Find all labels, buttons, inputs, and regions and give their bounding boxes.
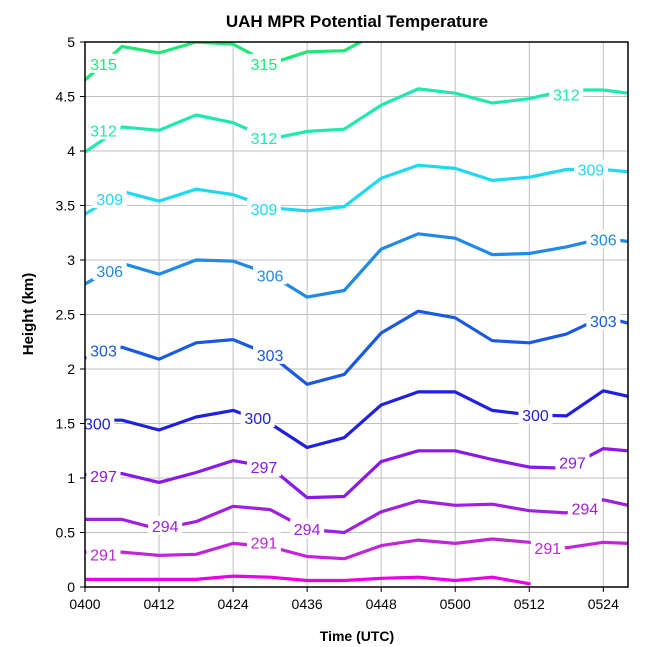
contour-label: 306 bbox=[257, 268, 284, 285]
contour-label-bg bbox=[555, 452, 590, 472]
contour-label-bg bbox=[246, 198, 281, 218]
contour-label: 303 bbox=[90, 343, 117, 360]
y-tick-label: 4 bbox=[67, 143, 75, 159]
y-tick-label: 1 bbox=[67, 470, 75, 486]
contour-label-bg bbox=[92, 260, 127, 280]
y-tick-label: 0.5 bbox=[56, 525, 76, 541]
contour-label-bg bbox=[586, 229, 621, 249]
x-tick-label: 0436 bbox=[292, 596, 323, 612]
contour-label: 291 bbox=[534, 541, 561, 558]
contour-label: 303 bbox=[257, 348, 284, 365]
series-line-309 bbox=[85, 163, 628, 216]
contour-label: 306 bbox=[96, 264, 123, 281]
y-tick-group: 0 0.5 1 1.5 2 2.5 3 3.5 4 4.5 5 bbox=[56, 34, 85, 595]
contour-label: 294 bbox=[571, 502, 598, 519]
contour-label-bg bbox=[240, 408, 275, 428]
contour-label: 291 bbox=[90, 547, 117, 564]
x-tick-label: 0512 bbox=[514, 596, 545, 612]
y-tick-label: 2.5 bbox=[56, 307, 76, 323]
contour-label: 309 bbox=[578, 163, 605, 180]
y-tick-label: 3 bbox=[67, 252, 75, 268]
y-tick-label: 2 bbox=[67, 361, 75, 377]
series-line-315 bbox=[85, 42, 365, 82]
contour-label-bg bbox=[148, 515, 183, 535]
contour-label: 300 bbox=[84, 417, 111, 434]
y-axis-label: Height (km) bbox=[20, 273, 37, 356]
y-tick-label: 0 bbox=[67, 579, 75, 595]
series-line-288 bbox=[85, 574, 531, 586]
contour-label-bg bbox=[80, 413, 115, 433]
x-tick-label: 0412 bbox=[143, 596, 174, 612]
contour-label-bg bbox=[253, 265, 288, 285]
y-tick-label: 1.5 bbox=[56, 416, 76, 432]
contour-label-bg bbox=[86, 544, 121, 564]
x-axis-label: Time (UTC) bbox=[320, 628, 394, 644]
series-group bbox=[85, 42, 628, 586]
contour-label: 312 bbox=[251, 131, 278, 148]
contour-label-bg bbox=[86, 340, 121, 360]
contour-label: 312 bbox=[90, 123, 117, 140]
series-line-312 bbox=[85, 87, 628, 154]
contour-label-bg bbox=[86, 53, 121, 73]
contour-label-bg bbox=[586, 311, 621, 331]
x-tick-label: 0448 bbox=[366, 596, 397, 612]
series-line-297 bbox=[85, 447, 628, 500]
contour-label-group: 291 291 291 294 294 294 297 297 297 300 300 300 303 3… bbox=[80, 53, 621, 564]
contour-label: 309 bbox=[251, 202, 278, 219]
x-tick-label: 0400 bbox=[69, 596, 100, 612]
contour-label-bg bbox=[573, 159, 608, 179]
contour-label: 294 bbox=[152, 519, 179, 536]
contour-label: 300 bbox=[522, 408, 549, 425]
x-tick-group: 0400 0412 0424 0436 0448 0500 0512 0524 bbox=[69, 587, 619, 612]
contour-label: 297 bbox=[90, 469, 117, 486]
contour-label: 315 bbox=[251, 57, 278, 74]
y-tick-label: 5 bbox=[67, 34, 75, 50]
contour-label-bg bbox=[549, 84, 584, 104]
contour-label-bg bbox=[246, 127, 281, 147]
contour-label: 315 bbox=[90, 57, 117, 74]
contour-label: 297 bbox=[559, 456, 586, 473]
contour-label-bg bbox=[246, 457, 281, 477]
grid bbox=[85, 42, 628, 587]
contour-label: 303 bbox=[590, 314, 617, 331]
contour-label: 297 bbox=[251, 460, 278, 477]
contour-label-bg bbox=[567, 498, 602, 518]
contour-label-bg bbox=[246, 53, 281, 73]
series-line-303 bbox=[85, 309, 628, 386]
contour-label: 291 bbox=[251, 535, 278, 552]
contour-label-bg bbox=[253, 344, 288, 364]
contour-label-bg bbox=[86, 465, 121, 485]
x-tick-label: 0524 bbox=[588, 596, 619, 612]
contour-label: 306 bbox=[590, 232, 617, 249]
y-tick-label: 4.5 bbox=[56, 89, 76, 105]
contour-label-bg bbox=[246, 532, 281, 552]
contour-label-bg bbox=[290, 519, 325, 539]
contour-label: 309 bbox=[96, 192, 123, 209]
x-tick-label: 0424 bbox=[218, 596, 249, 612]
contour-label-bg bbox=[92, 188, 127, 208]
contour-label: 300 bbox=[244, 411, 271, 428]
series-line-306 bbox=[85, 232, 628, 299]
contour-label: 312 bbox=[553, 87, 580, 104]
contour-label-bg bbox=[86, 120, 121, 140]
chart-title: UAH MPR Potential Temperature bbox=[226, 12, 488, 31]
y-tick-label: 3.5 bbox=[56, 198, 76, 214]
contour-label-bg bbox=[530, 537, 565, 557]
contour-label-bg bbox=[518, 404, 553, 424]
x-tick-label: 0500 bbox=[440, 596, 471, 612]
contour-label: 294 bbox=[294, 522, 321, 539]
